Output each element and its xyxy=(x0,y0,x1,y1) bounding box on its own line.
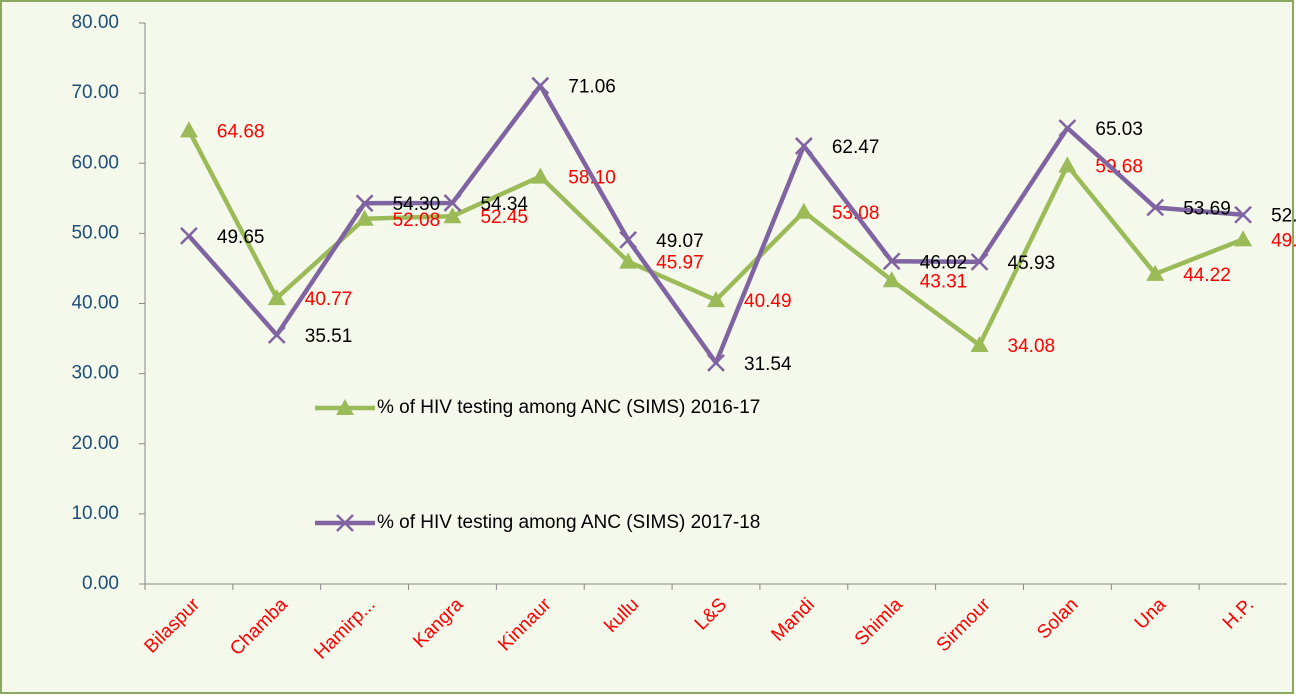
data-label: 49.14 xyxy=(1271,230,1296,251)
legend-label: % of HIV testing among ANC (SIMS) 2016-1… xyxy=(377,397,760,418)
point-marker xyxy=(970,336,989,353)
data-label: 53.69 xyxy=(1183,199,1231,220)
point-marker xyxy=(531,76,550,95)
data-label: 54.34 xyxy=(480,194,528,215)
data-label: 31.54 xyxy=(744,354,792,375)
point-marker xyxy=(794,202,813,219)
data-label: 49.07 xyxy=(656,231,704,252)
y-tick-label: 30.00 xyxy=(71,363,119,384)
data-label: 52.66 xyxy=(1271,206,1296,227)
data-label: 64.68 xyxy=(217,121,265,142)
data-label: 54.30 xyxy=(393,194,441,215)
data-label: 45.93 xyxy=(1008,253,1056,274)
point-marker xyxy=(180,226,198,245)
point-marker xyxy=(1058,156,1077,173)
point-marker xyxy=(1058,119,1077,137)
y-tick-label: 50.00 xyxy=(71,222,119,243)
data-label: 52.45 xyxy=(480,207,528,228)
data-label: 62.47 xyxy=(832,137,880,158)
point-marker xyxy=(1146,198,1165,217)
point-marker xyxy=(970,253,989,271)
point-marker xyxy=(179,121,198,138)
data-label: 34.08 xyxy=(1008,336,1056,357)
y-tick-label: 20.00 xyxy=(71,433,119,454)
y-tick-label: 70.00 xyxy=(71,82,119,103)
data-label: 46.02 xyxy=(920,252,968,273)
data-label: 43.31 xyxy=(920,271,968,292)
data-label: 40.49 xyxy=(744,291,792,312)
y-tick-label: 10.00 xyxy=(71,503,119,524)
point-marker xyxy=(794,137,813,155)
point-marker xyxy=(443,194,462,212)
data-label: 40.77 xyxy=(305,289,353,310)
point-marker xyxy=(619,252,638,269)
y-tick-label: 80.00 xyxy=(71,12,119,33)
point-marker xyxy=(1234,205,1252,224)
data-label: 71.06 xyxy=(568,77,616,98)
data-label: 35.51 xyxy=(305,326,353,347)
point-marker xyxy=(707,291,725,308)
point-marker xyxy=(619,231,638,249)
data-label: 44.22 xyxy=(1183,265,1231,286)
point-marker xyxy=(267,326,286,344)
point-marker xyxy=(882,252,901,271)
data-label: 49.65 xyxy=(217,227,265,248)
point-marker xyxy=(336,399,354,415)
point-marker xyxy=(336,514,354,532)
legend-label: % of HIV testing among ANC (SIMS) 2017-1… xyxy=(377,512,760,533)
data-label: 65.03 xyxy=(1095,119,1143,140)
point-marker xyxy=(1234,230,1253,247)
point-marker xyxy=(355,209,374,226)
point-marker xyxy=(1146,264,1165,281)
point-marker xyxy=(707,353,725,372)
point-marker xyxy=(443,207,462,224)
y-tick-label: 0.00 xyxy=(82,573,119,594)
point-marker xyxy=(355,194,374,213)
y-tick-label: 60.00 xyxy=(71,152,119,173)
data-label: 45.97 xyxy=(656,253,704,274)
y-tick-label: 40.00 xyxy=(71,293,119,314)
data-label: 52.08 xyxy=(393,210,441,231)
point-marker xyxy=(882,271,901,288)
point-marker xyxy=(531,167,550,184)
point-marker xyxy=(267,289,286,306)
